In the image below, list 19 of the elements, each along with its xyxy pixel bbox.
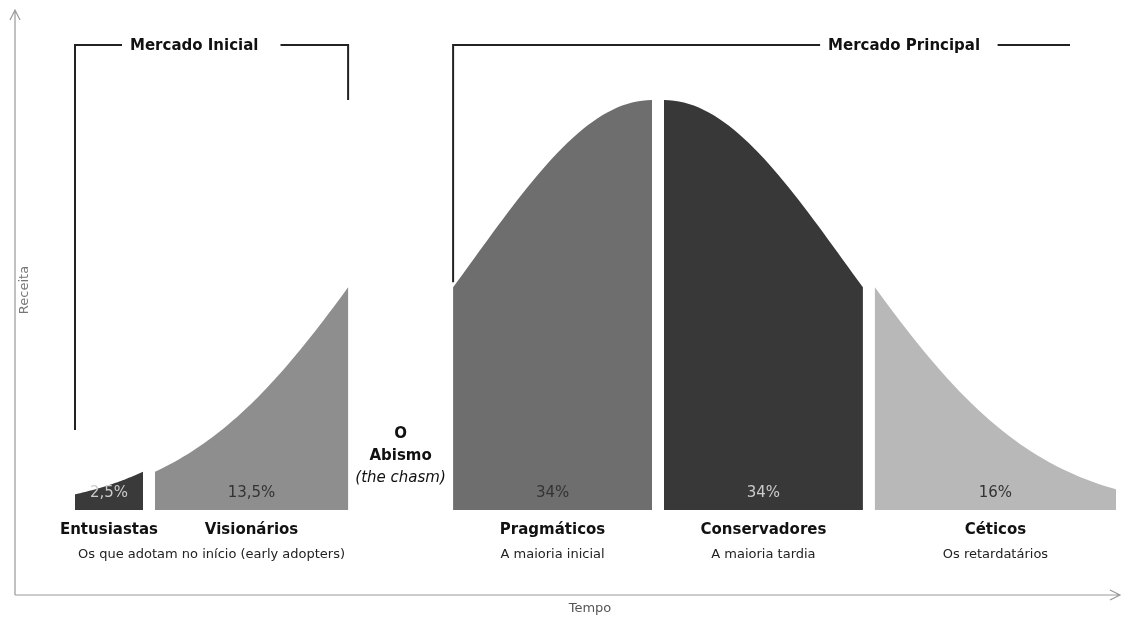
data-label: 16% [978,483,1013,501]
text: Receita [16,265,31,315]
data-label: 34% [535,483,570,501]
text: A maioria inicial [500,546,605,561]
category-label: Conservadores [700,520,827,538]
text: O Abismo (the chasm) [355,424,446,486]
text: Tempo [567,600,612,615]
data-label: 2,5% [89,483,129,501]
text: Os que adotam no início (early adopters) [78,546,346,561]
category-label: Entusiastas [59,520,159,538]
text: A maioria tardia [711,546,816,561]
category-label: Visionários [204,520,299,538]
text: Os retardatários [942,546,1049,561]
bracket: Mercado Principal [452,36,1071,284]
category-label: Pragmáticos [499,520,606,538]
data-label: 13,5% [227,483,276,501]
bracket: Mercado Inicial [74,36,350,431]
category-label: Céticos [964,520,1027,538]
data-label: 34% [746,483,781,501]
